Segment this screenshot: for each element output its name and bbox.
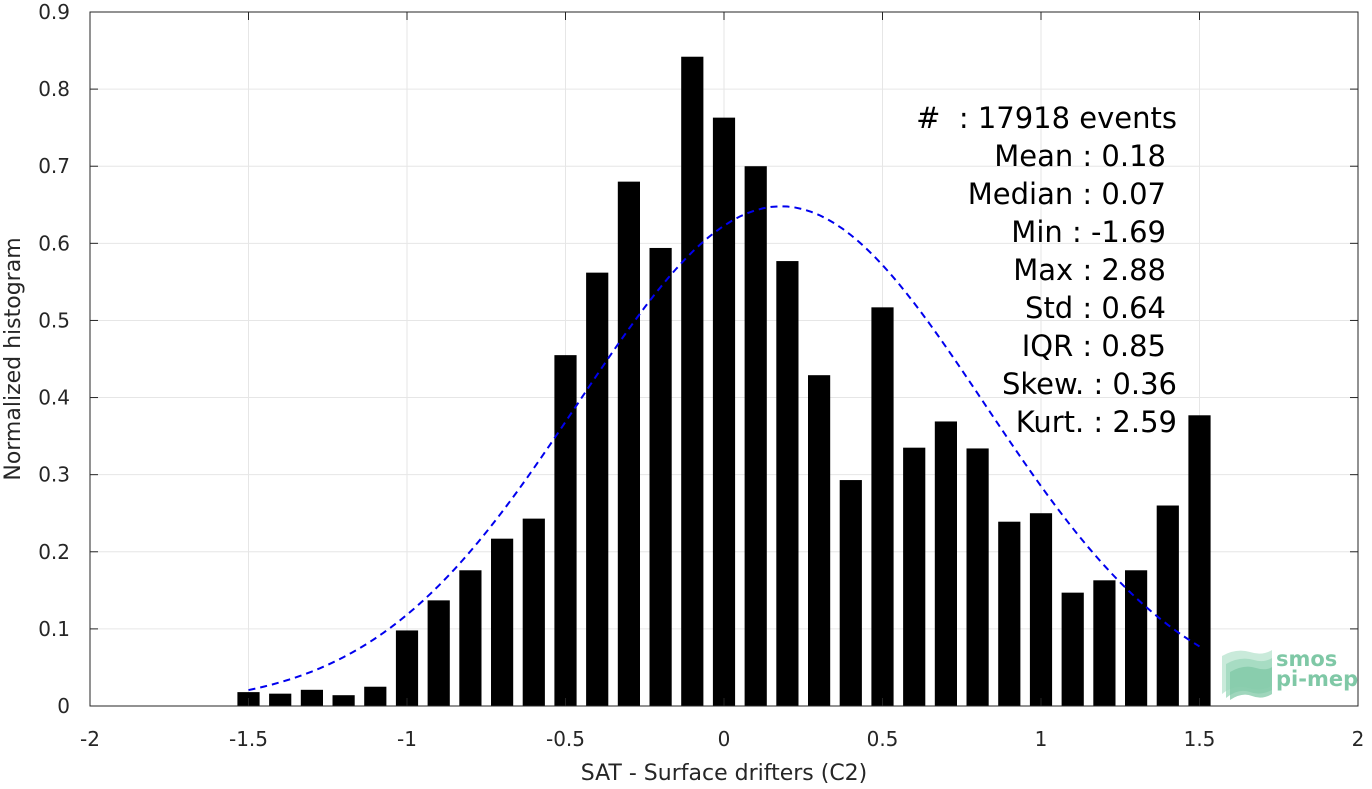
histogram-bar	[364, 686, 387, 706]
x-tick-label: -1.5	[229, 727, 268, 751]
stats-std: Std : 0.64	[1025, 291, 1166, 325]
histogram-bar	[522, 518, 545, 706]
histogram-bar	[934, 421, 957, 706]
stats-max: Max : 2.88	[1013, 253, 1166, 287]
histogram-bar	[681, 56, 704, 707]
histogram-bar	[744, 166, 767, 707]
histogram-bar	[839, 480, 862, 706]
histogram-bar	[649, 247, 672, 706]
histogram-bar	[491, 538, 514, 706]
histogram-bar	[1093, 580, 1116, 706]
smos-pimep-logo: smos pi-mep	[1222, 647, 1358, 700]
stats-mean: Mean : 0.18	[994, 139, 1166, 173]
x-tick-label: 2	[1352, 727, 1365, 751]
x-tick-label: -2	[80, 727, 100, 751]
histogram-bar	[1156, 505, 1179, 706]
stats-iqr: IQR : 0.85	[1022, 329, 1166, 363]
histogram-bar	[998, 521, 1021, 706]
histogram-bar	[459, 570, 482, 706]
y-tick-label: 0.1	[38, 617, 70, 641]
y-tick-label: 0.9	[38, 0, 70, 24]
y-tick-label: 0.5	[38, 308, 70, 332]
stats-median: Median : 0.07	[968, 177, 1166, 211]
y-tick-label: 0.4	[38, 386, 70, 410]
y-tick-label: 0.7	[38, 154, 70, 178]
y-tick-label: 0.6	[38, 231, 70, 255]
histogram-bar	[808, 375, 831, 706]
histogram-bar	[586, 272, 609, 706]
y-tick-label: 0	[57, 694, 70, 718]
histogram-bar	[712, 117, 736, 706]
y-tick-label: 0.3	[38, 463, 70, 487]
y-tick-label: 0.2	[38, 540, 70, 564]
histogram-bar	[776, 261, 799, 706]
histogram-bar	[1188, 415, 1211, 706]
x-tick-label: 0.5	[867, 727, 899, 751]
stats-kurt: Kurt. : 2.59	[1016, 405, 1177, 439]
histogram-bar	[300, 689, 323, 706]
x-tick-label: -0.5	[546, 727, 585, 751]
stats-events: # : 17918 events	[916, 101, 1177, 135]
stats-min: Min : -1.69	[1011, 215, 1166, 249]
histogram-bar	[1125, 570, 1148, 706]
logo-line-2: pi-mep	[1276, 667, 1358, 691]
x-tick-label: -1	[397, 727, 417, 751]
y-tick-label: 0.8	[38, 77, 70, 101]
x-tick-label: 1	[1035, 727, 1048, 751]
histogram-bar	[903, 447, 926, 706]
tick-labels-layer: -2 -1.5 -1 -0.5 0 0.5 1 1.5 2 0 0.1 0.2 0.3 0.4 0.5 0.6…	[38, 0, 1364, 751]
histogram-bar	[1029, 513, 1053, 706]
stats-box: # : 17918 events Mean : 0.18 Median : 0.…	[916, 101, 1177, 439]
y-axis-title: Normalized histogram	[1, 237, 26, 480]
histogram-bar	[617, 181, 640, 706]
histogram-bar	[332, 695, 355, 706]
histogram-bar	[269, 693, 292, 706]
x-tick-label: 1.5	[1184, 727, 1216, 751]
logo-line-1: smos	[1276, 647, 1337, 671]
histogram-bar	[871, 307, 894, 706]
histogram-bar	[966, 448, 989, 706]
x-axis-title: SAT - Surface drifters (C2)	[581, 761, 868, 785]
histogram-bar	[427, 600, 450, 706]
bars-layer	[237, 56, 1211, 707]
histogram-bar	[1061, 592, 1084, 706]
logo-wave-icon	[1222, 650, 1272, 700]
x-tick-label: 0	[718, 727, 731, 751]
histogram-bar	[554, 355, 577, 706]
histogram-bar	[395, 630, 419, 706]
stats-skew: Skew. : 0.36	[1002, 367, 1177, 401]
